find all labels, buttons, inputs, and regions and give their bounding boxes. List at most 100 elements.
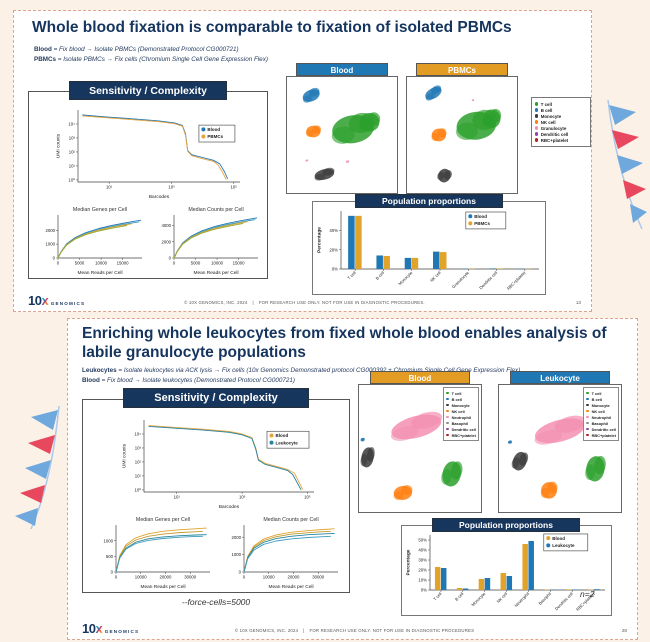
y-tick-label: 2000 (161, 239, 171, 244)
definition-text: = Isolate leukocytes via ACK lysis → Fix… (118, 367, 521, 374)
s1_counts-svg: 0 5000 10000 15000 0 2000 4000 Median Counts pe… (161, 207, 258, 276)
slide-2: Enriching whole leukocytes from fixed wh… (67, 318, 638, 640)
umap-cluster-b-cell (360, 437, 365, 442)
y-tick-label: 0% (421, 588, 427, 593)
s1_pop-svg: T cell B cell Monocyte NK cell Granulocyte De… (317, 211, 539, 291)
x-tick-label: Monocyte (397, 270, 414, 287)
pennant-flag (15, 508, 38, 526)
legend-item-label: T cell (591, 390, 602, 396)
legend-label: Blood (207, 127, 220, 132)
legend-label: Blood (552, 536, 565, 541)
s2_rank-svg: 10¹ 10³ 10⁵ 10⁰ 10¹ 10² 10³ 10⁴ Barcodes UMI coun… (122, 420, 314, 510)
y-axis-label: UMI counts (56, 133, 62, 158)
legend-color-dot (586, 415, 590, 419)
series-Leukocyte (148, 425, 302, 491)
umap-cluster-neutrophil (390, 411, 443, 441)
definition-line: Leukocytes = Isolate leukocytes via ACK … (82, 366, 520, 376)
definition-line: PBMCs = Isolate PBMCs → Fix cells (Chrom… (34, 55, 268, 65)
tenx-genomics-logo: 10 x GENOMICS (28, 293, 85, 308)
legend-item: Dendritic cell (446, 427, 476, 432)
bar-Blood-NK cell (433, 251, 440, 269)
celltype-legend: T cell B cell Monocyte NK cell Granulocyte De… (531, 97, 591, 147)
series-Blood donor 2 (115, 530, 204, 573)
slide1-definitions: Blood = Fix blood → Isolate PBMCs (Demon… (34, 45, 268, 64)
y-axis-label: Percentage (406, 549, 412, 575)
chart-title: Median Genes per Cell (73, 207, 127, 213)
sample-size-note: n=2 (580, 589, 595, 599)
umap-cluster-monocyte (511, 451, 529, 471)
legend-color-dot (535, 132, 539, 136)
y-tick-label: 10% (418, 578, 427, 583)
umap-cluster-granulocyte (345, 160, 350, 163)
tenx-genomics-logo: 10 x GENOMICS (82, 621, 139, 636)
legend-item: Monocyte (586, 403, 616, 408)
legend-color-dot (586, 391, 590, 395)
y-tick-label: 10⁰ (134, 488, 141, 493)
bar-Blood-Neutrophil (522, 544, 528, 590)
legend-label: PBMCs (207, 134, 223, 139)
x-tick-label: T cell (432, 591, 442, 601)
series-Blood donor 2 (173, 219, 256, 259)
legend-item-label: Neutrophil (591, 414, 612, 420)
bar-Blood-RBC+platelet (588, 589, 594, 590)
definition-term: Leukocytes (82, 367, 117, 374)
umap-cluster-t-cell (441, 461, 463, 487)
x-tick-label: Dendritic cell (554, 591, 574, 611)
legend-item: RBC+platelet (535, 138, 587, 143)
slide2-definitions: Leukocytes = Isolate leukocytes via ACK … (82, 366, 520, 385)
x-tick-label: 30000 (184, 575, 197, 580)
population-panel-header: Population proportions (432, 518, 580, 532)
legend-item: Neutrophil (586, 415, 616, 420)
x-tick-label: NK cell (496, 591, 509, 604)
definition-text: = Fix blood → Isolate leukocytes (Demons… (101, 376, 295, 384)
barcode-rank-chart: 10¹ 10³ 10⁵ 10⁰ 10¹ 10² 10³ 10⁴ Barcodes UMI coun… (119, 414, 319, 510)
umap-blood-header: Blood (296, 63, 388, 76)
footer-divider: | (252, 300, 254, 305)
x-tick-label: 0 (57, 261, 60, 266)
x-tick-label: 0 (115, 575, 118, 580)
umap-canvas (360, 411, 463, 500)
legend-item: NK cell (446, 409, 476, 414)
y-tick-label: 0 (111, 570, 114, 575)
x-tick-label: 20000 (159, 575, 172, 580)
bar-Blood-Monocyte (404, 257, 412, 269)
legend-item-label: B cell (591, 396, 602, 402)
pennant-flag (612, 130, 639, 149)
s2_counts-svg: 0 10000 20000 30000 0 1000 2000 Median Counts p… (231, 517, 338, 590)
x-tick-label: 0 (243, 575, 246, 580)
x-tick-label: 30000 (312, 575, 325, 580)
pennant-svg (607, 99, 647, 230)
legend-item: NK cell (586, 409, 616, 414)
bar-Leukocyte-T cell (440, 568, 447, 590)
y-tick-label: 0 (169, 256, 172, 261)
bar-Leukocyte-NK cell (506, 576, 513, 590)
umap-cluster-granulocyte (305, 159, 309, 162)
y-tick-label: 0 (239, 570, 242, 575)
legend-item-label: NK cell (591, 408, 605, 414)
umap-blood-plot: T cell B cell Monocyte NK cell Neutrophil Bas… (358, 384, 482, 513)
y-tick-label: 500 (106, 554, 114, 559)
logo-x-glyph: x (41, 293, 49, 308)
y-axis-label: UMI counts (122, 443, 128, 468)
legend-color-dot (586, 433, 590, 437)
bar-Blood-T cell (348, 215, 355, 269)
umap-cluster-nk-cell (431, 128, 447, 142)
umap-cluster-t-cell (585, 455, 606, 482)
bar-Leukocyte-B cell (462, 588, 469, 590)
umap-canvas (425, 85, 502, 183)
legend-item-label: Dendritic cell (540, 131, 569, 137)
y-tick-label: 10³ (135, 446, 142, 451)
y-tick-label: 1000 (45, 242, 55, 247)
legend-item: T cell (446, 391, 476, 396)
population-proportions-chart: T cell B cell Monocyte NK cell Neutrophil Bas… (403, 527, 610, 614)
bar-PBMCs-Monocyte (411, 257, 419, 269)
slide-1: Whole blood fixation is comparable to fi… (13, 10, 592, 312)
x-tick-label: 10¹ (106, 185, 113, 190)
pennant-flag (623, 180, 646, 199)
x-tick-label: 5000 (191, 261, 201, 266)
definition-term: PBMCs (34, 55, 57, 63)
legend-item: B cell (535, 108, 587, 113)
legend-color-dot (446, 433, 450, 437)
x-tick-label: 0 (173, 261, 176, 266)
legend-item: Dendritic cell (535, 132, 587, 137)
